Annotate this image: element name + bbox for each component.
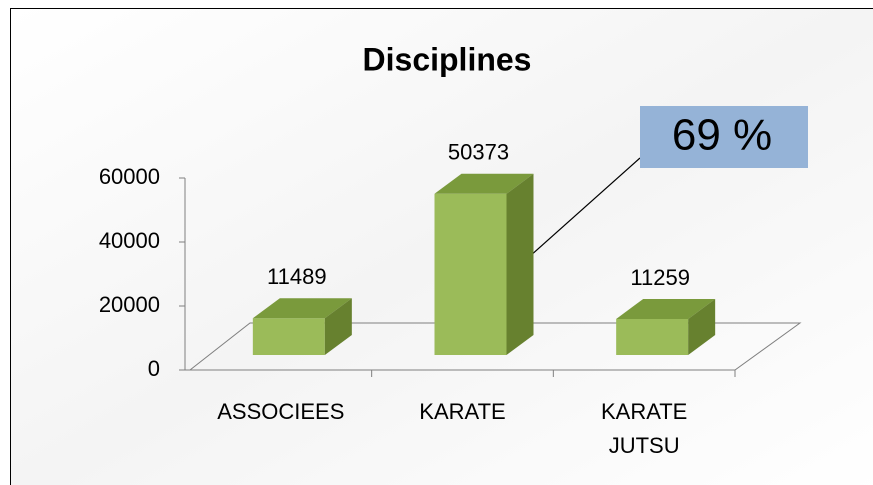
value-label: 11259	[630, 265, 690, 290]
bar-front	[434, 193, 507, 355]
value-label: 50373	[448, 140, 509, 165]
bar	[434, 173, 534, 355]
x-tick-label: KARATE	[419, 399, 505, 424]
bar	[616, 298, 716, 355]
value-label: 11489	[267, 264, 327, 289]
annotation-leader	[519, 157, 641, 266]
bar-side	[324, 298, 352, 355]
bar-side	[688, 298, 716, 355]
y-tick-label: 60000	[99, 164, 160, 189]
bar-front	[616, 318, 689, 355]
bar-top	[252, 298, 352, 319]
x-tick-label: ASSOCIEES	[217, 399, 344, 424]
y-tick-label: 20000	[99, 292, 160, 317]
y-tick-label: 0	[148, 356, 160, 381]
chart-title: Disciplines	[363, 41, 532, 77]
annotation: 69 %	[672, 111, 772, 160]
annotation-box	[640, 106, 808, 168]
y-tick-label: 40000	[99, 228, 160, 253]
bar	[252, 298, 352, 355]
bar-top	[434, 173, 534, 194]
bar-side	[506, 173, 534, 355]
bar-top	[616, 298, 716, 319]
bar-front	[252, 318, 325, 355]
x-tick-label: KARATE JUTSU	[601, 399, 687, 458]
